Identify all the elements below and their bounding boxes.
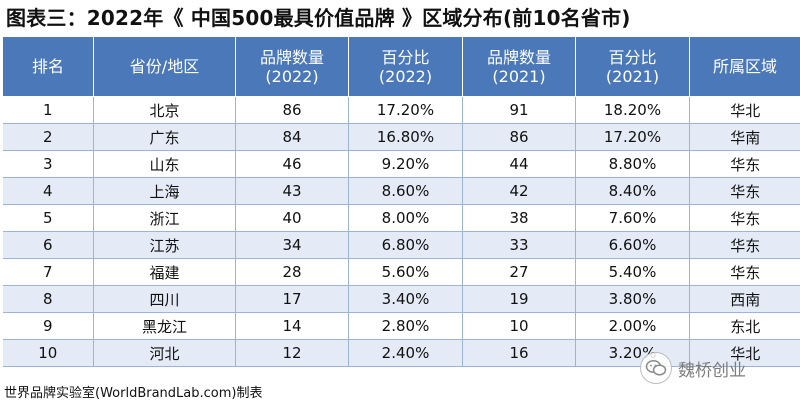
table-title: 图表三：2022年《 中国500最具价值品牌 》区域分布(前10名省市) — [6, 6, 631, 30]
cell-province: 北京 — [93, 96, 236, 124]
header-rank: 排名 — [2, 37, 94, 97]
cell-province: 福建 — [93, 258, 236, 286]
cell-pct-2022: 17.20% — [348, 96, 463, 124]
cell-pct-2022: 8.60% — [348, 177, 463, 205]
cell-pct-2022: 6.80% — [348, 231, 463, 259]
cell-rank: 3 — [2, 150, 94, 178]
table-row: 8 四川 17 3.40% 19 3.80% 西南 — [2, 285, 800, 313]
cell-province: 浙江 — [93, 204, 236, 232]
cell-region: 华东 — [689, 204, 800, 232]
table-row: 5 浙江 40 8.00% 38 7.60% 华东 — [2, 204, 800, 232]
table-row: 3 山东 46 9.20% 44 8.80% 华东 — [2, 150, 800, 178]
cell-count-2021: 42 — [462, 177, 576, 205]
watermark-text: 魏桥创业 — [678, 360, 746, 381]
cell-count-2022: 84 — [235, 123, 349, 151]
cell-pct-2021: 7.60% — [575, 204, 690, 232]
cell-province: 四川 — [93, 285, 236, 313]
cell-province: 江苏 — [93, 231, 236, 259]
cell-rank: 2 — [2, 123, 94, 151]
cell-rank: 7 — [2, 258, 94, 286]
cell-pct-2022: 9.20% — [348, 150, 463, 178]
cell-pct-2022: 2.80% — [348, 312, 463, 340]
cell-count-2021: 44 — [462, 150, 576, 178]
cell-count-2022: 17 — [235, 285, 349, 313]
cell-pct-2021: 17.20% — [575, 123, 690, 151]
watermark: 魏桥创业 — [640, 352, 746, 384]
cell-rank: 5 — [2, 204, 94, 232]
cell-count-2021: 91 — [462, 96, 576, 124]
cell-pct-2021: 8.80% — [575, 150, 690, 178]
header-pct-2022: 百分比 (2022) — [348, 37, 463, 97]
cell-count-2022: 28 — [235, 258, 349, 286]
cell-region: 东北 — [689, 312, 800, 340]
table-row: 4 上海 43 8.60% 42 8.40% 华东 — [2, 177, 800, 205]
cell-count-2022: 43 — [235, 177, 349, 205]
table-row: 2 广东 84 16.80% 86 17.20% 华南 — [2, 123, 800, 151]
cell-pct-2022: 2.40% — [348, 339, 463, 367]
header-count-2022: 品牌数量 (2022) — [235, 37, 349, 97]
cell-rank: 1 — [2, 96, 94, 124]
cell-pct-2022: 5.60% — [348, 258, 463, 286]
cell-region: 西南 — [689, 285, 800, 313]
cell-rank: 4 — [2, 177, 94, 205]
cell-rank: 6 — [2, 231, 94, 259]
cell-rank: 9 — [2, 312, 94, 340]
header-region: 所属区域 — [689, 37, 800, 97]
cell-count-2022: 12 — [235, 339, 349, 367]
cell-region: 华东 — [689, 150, 800, 178]
header-pct-2021: 百分比 (2021) — [575, 37, 690, 97]
cell-pct-2021: 6.60% — [575, 231, 690, 259]
cell-province: 黑龙江 — [93, 312, 236, 340]
brand-distribution-table: 排名 省份/地区 品牌数量 (2022) 百分比 (2022) 品牌数量 (2021)… — [2, 37, 800, 367]
cell-region: 华北 — [689, 339, 800, 367]
table-row: 9 黑龙江 14 2.80% 10 2.00% 东北 — [2, 312, 800, 340]
table-row: 7 福建 28 5.60% 27 5.40% 华东 — [2, 258, 800, 286]
table-row: 1 北京 86 17.20% 91 18.20% 华北 — [2, 96, 800, 124]
cell-region: 华东 — [689, 177, 800, 205]
cell-rank: 10 — [2, 339, 94, 367]
cell-count-2022: 14 — [235, 312, 349, 340]
cell-pct-2022: 8.00% — [348, 204, 463, 232]
cell-count-2021: 19 — [462, 285, 576, 313]
header-count-2021: 品牌数量 (2021) — [462, 37, 576, 97]
cell-count-2021: 16 — [462, 339, 576, 367]
cell-region: 华东 — [689, 258, 800, 286]
cell-count-2021: 10 — [462, 312, 576, 340]
table-row: 10 河北 12 2.40% 16 3.20% 华北 — [2, 339, 800, 367]
table-row: 6 江苏 34 6.80% 33 6.60% 华东 — [2, 231, 800, 259]
cell-count-2022: 40 — [235, 204, 349, 232]
cell-pct-2021: 2.00% — [575, 312, 690, 340]
cell-rank: 8 — [2, 285, 94, 313]
cell-count-2021: 33 — [462, 231, 576, 259]
header-province: 省份/地区 — [93, 37, 236, 97]
cell-pct-2021: 3.80% — [575, 285, 690, 313]
cell-region: 华南 — [689, 123, 800, 151]
cell-pct-2022: 16.80% — [348, 123, 463, 151]
cell-count-2021: 86 — [462, 123, 576, 151]
cell-province: 河北 — [93, 339, 236, 367]
cell-pct-2021: 8.40% — [575, 177, 690, 205]
cell-count-2022: 46 — [235, 150, 349, 178]
cell-region: 华北 — [689, 96, 800, 124]
cell-region: 华东 — [689, 231, 800, 259]
cell-pct-2021: 18.20% — [575, 96, 690, 124]
wechat-logo-icon — [640, 352, 672, 384]
cell-province: 山东 — [93, 150, 236, 178]
source-note: 世界品牌实验室(WorldBrandLab.com)制表 — [4, 386, 263, 401]
cell-count-2021: 38 — [462, 204, 576, 232]
cell-count-2022: 86 — [235, 96, 349, 124]
cell-count-2021: 27 — [462, 258, 576, 286]
header-row: 排名 省份/地区 品牌数量 (2022) 百分比 (2022) 品牌数量 (2021)… — [2, 37, 800, 97]
cell-province: 上海 — [93, 177, 236, 205]
cell-pct-2021: 5.40% — [575, 258, 690, 286]
cell-province: 广东 — [93, 123, 236, 151]
cell-pct-2022: 3.40% — [348, 285, 463, 313]
cell-count-2022: 34 — [235, 231, 349, 259]
